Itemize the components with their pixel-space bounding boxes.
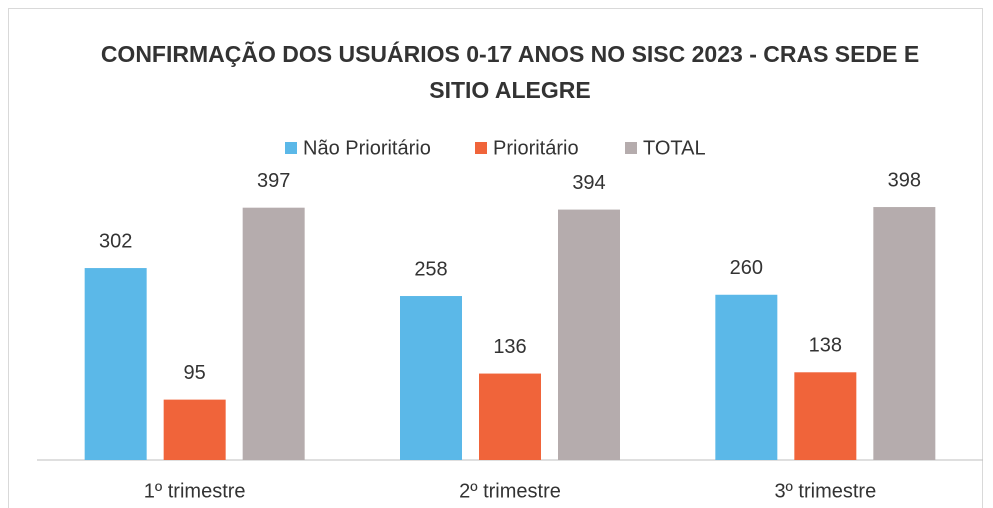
- bar: [715, 294, 778, 460]
- bar: [794, 372, 857, 460]
- x-tick-label: 3º trimestre: [774, 480, 876, 502]
- bar: [163, 399, 226, 460]
- legend-swatch: [475, 142, 487, 154]
- data-label: 394: [572, 172, 605, 194]
- bar: [84, 268, 147, 460]
- legend-label: Não Prioritário: [303, 137, 431, 159]
- bar: [558, 209, 620, 460]
- data-label: 302: [99, 230, 132, 252]
- chart-frame: [8, 8, 983, 508]
- bar: [242, 207, 305, 460]
- data-label: 136: [493, 336, 526, 358]
- data-label: 397: [257, 170, 290, 192]
- x-tick-label: 1º trimestre: [144, 480, 246, 502]
- bar: [400, 296, 462, 460]
- x-tick-label: 2º trimestre: [459, 480, 561, 502]
- legend-label: TOTAL: [643, 137, 706, 159]
- legend-swatch: [285, 142, 297, 154]
- data-label: 95: [184, 362, 206, 384]
- bar: [873, 207, 936, 460]
- data-label: 258: [414, 258, 447, 280]
- bar: [479, 373, 541, 460]
- legend-label: Prioritário: [493, 137, 579, 159]
- data-label: 398: [888, 169, 921, 191]
- data-label: 138: [809, 335, 842, 357]
- data-label: 260: [730, 257, 763, 279]
- legend-swatch: [625, 142, 637, 154]
- chart-title: CONFIRMAÇÃO DOS USUÁRIOS 0-17 ANOS NO SI…: [100, 41, 920, 103]
